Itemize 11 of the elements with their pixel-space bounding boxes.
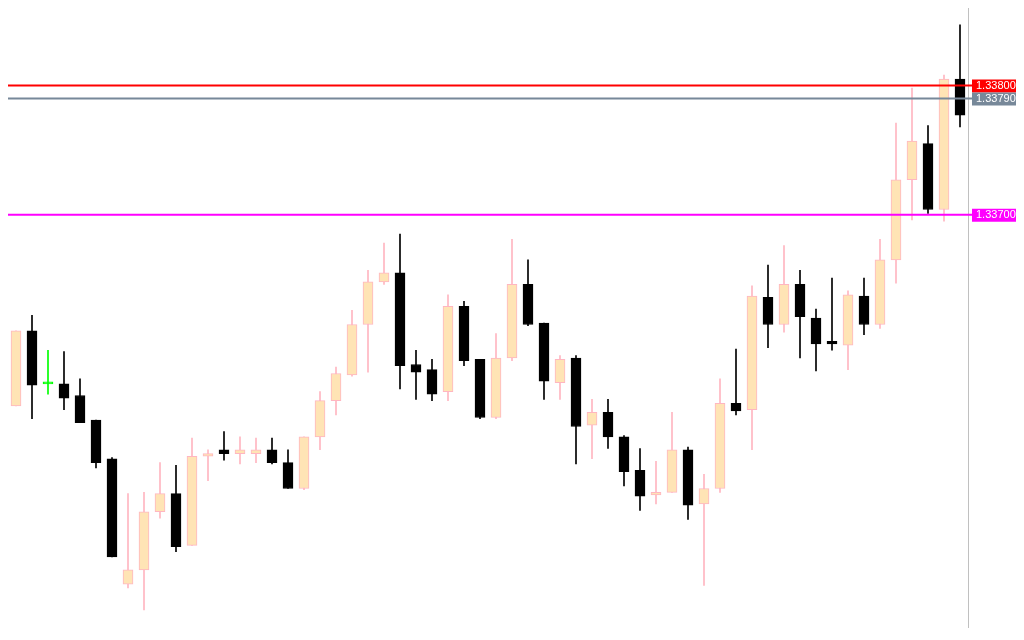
candlestick <box>234 436 246 465</box>
candlestick <box>218 431 230 461</box>
ref-line-label: 1.33790 <box>976 91 1016 104</box>
candlestick <box>250 437 262 463</box>
candlestick <box>410 349 422 400</box>
candlestick <box>202 449 214 482</box>
ref-line-label: 1.33800 <box>976 79 1016 92</box>
ref-line-label: 1.33700 <box>976 208 1016 221</box>
candlestick <box>586 399 598 460</box>
candlestick <box>378 242 390 285</box>
candlestick <box>698 473 710 586</box>
